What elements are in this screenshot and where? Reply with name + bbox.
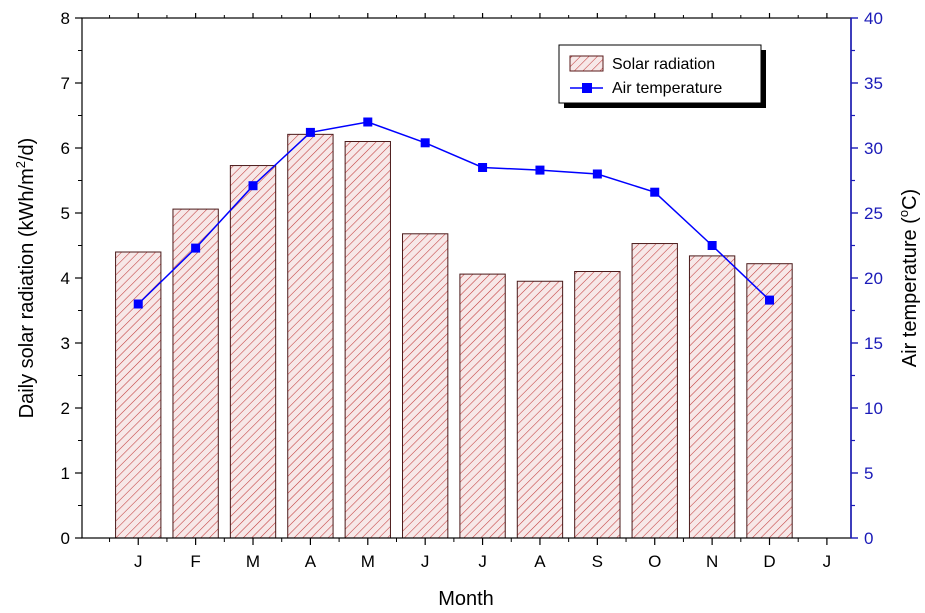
bar-10 xyxy=(688,255,736,539)
legend: Solar radiation Air temperature xyxy=(558,44,766,108)
x-tick-label-1: F xyxy=(190,552,200,571)
right-y-tick-label-0: 0 xyxy=(864,529,873,548)
temperature-point-0 xyxy=(133,299,143,309)
x-tick-label-0: J xyxy=(134,552,143,571)
right-y-tick-label-8: 40 xyxy=(864,9,883,28)
right-y-tick-label-2: 10 xyxy=(864,399,883,418)
temperature-point-7 xyxy=(535,165,545,175)
left-y-tick-label-5: 5 xyxy=(61,204,70,223)
bar-7 xyxy=(516,280,564,539)
solar-radiation-bars xyxy=(115,133,793,539)
temperature-point-9 xyxy=(650,187,660,197)
right-y-tick-label-7: 35 xyxy=(864,74,883,93)
left-y-tick-label-7: 7 xyxy=(61,74,70,93)
right-y-axis-title: Air temperature (oC) xyxy=(896,189,921,367)
left-y-tick-label-3: 3 xyxy=(61,334,70,353)
x-tick-label-6: J xyxy=(478,552,487,571)
legend-marker-swatch xyxy=(582,83,592,93)
temperature-point-2 xyxy=(248,181,258,191)
x-tick-label-10: N xyxy=(706,552,718,571)
x-tick-label-9: O xyxy=(648,552,661,571)
temperature-point-1 xyxy=(191,243,201,253)
right-y-tick-label-4: 20 xyxy=(864,269,883,288)
left-y-axis-ticks: 0 1 2 3 4 5 6 7 8 xyxy=(61,9,82,548)
bar-1 xyxy=(172,208,219,539)
x-tick-label-4: M xyxy=(361,552,375,571)
left-y-tick-label-4: 4 xyxy=(61,269,70,288)
right-y-axis-ticks: 0 5 10 15 20 25 30 35 40 xyxy=(851,9,883,548)
bar-4 xyxy=(344,141,391,539)
bar-0 xyxy=(115,251,162,539)
bar-6 xyxy=(459,273,506,539)
x-tick-label-8: S xyxy=(592,552,603,571)
bar-8 xyxy=(574,271,621,539)
legend-label-solar: Solar radiation xyxy=(612,56,715,73)
temperature-point-8 xyxy=(592,169,602,179)
temperature-point-6 xyxy=(478,163,488,172)
bar-9 xyxy=(631,243,678,539)
temperature-line xyxy=(137,121,771,305)
right-y-tick-label-3: 15 xyxy=(864,334,883,353)
air-temperature-series xyxy=(133,117,775,309)
right-y-tick-label-5: 25 xyxy=(864,204,883,223)
bar-2 xyxy=(229,165,277,539)
left-y-tick-label-8: 8 xyxy=(61,9,70,28)
legend-label-temp: Air temperature xyxy=(612,80,722,97)
left-y-tick-label-1: 1 xyxy=(61,464,70,483)
left-y-tick-label-2: 2 xyxy=(61,399,70,418)
x-tick-label-12: J xyxy=(823,552,832,571)
temperature-point-4 xyxy=(363,117,373,127)
temperature-point-11 xyxy=(765,295,775,305)
x-tick-label-3: A xyxy=(305,552,317,571)
temperature-point-10 xyxy=(707,241,717,250)
left-y-tick-label-0: 0 xyxy=(61,529,70,548)
x-tick-label-2: M xyxy=(246,552,260,571)
x-tick-label-5: J xyxy=(421,552,430,571)
temperature-point-3 xyxy=(305,127,315,137)
temperature-point-5 xyxy=(420,138,430,148)
legend-box xyxy=(558,44,762,104)
left-y-axis-title: Daily solar radiation (kWh/m2/d) xyxy=(13,138,38,419)
right-y-tick-label-1: 5 xyxy=(864,464,873,483)
bar-3 xyxy=(287,133,334,539)
left-y-tick-label-6: 6 xyxy=(61,139,70,158)
right-y-tick-label-6: 30 xyxy=(864,139,883,158)
x-tick-label-11: D xyxy=(763,552,775,571)
bar-5 xyxy=(402,233,449,539)
bar-11 xyxy=(746,263,793,539)
legend-bar-swatch xyxy=(569,55,604,72)
x-tick-label-7: A xyxy=(534,552,546,571)
x-axis-title: Month xyxy=(438,588,494,610)
